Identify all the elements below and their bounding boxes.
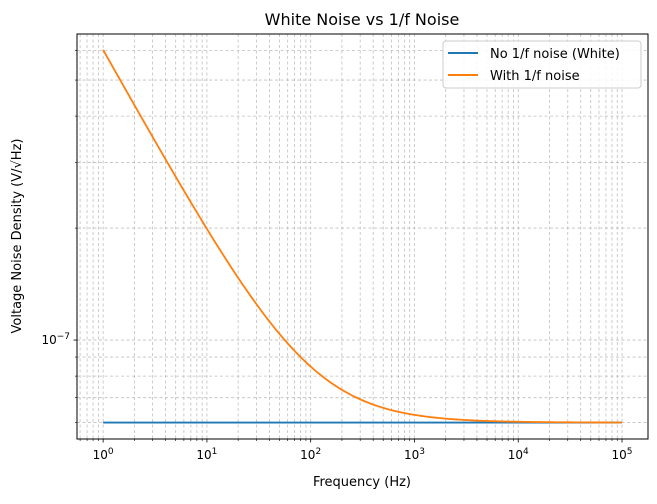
x-tick-label: 101: [196, 447, 217, 462]
legend-label-white: No 1/f noise (White): [490, 47, 620, 62]
chart-title: White Noise vs 1/f Noise: [265, 10, 460, 29]
series-layer: [102, 49, 623, 424]
legend: No 1/f noise (White) With 1/f noise: [442, 40, 642, 89]
x-tick-label: 100: [93, 447, 114, 462]
legend-label-flicker: With 1/f noise: [490, 69, 580, 84]
x-tick-label: 102: [300, 447, 321, 462]
legend-box: [442, 40, 642, 89]
ticks: 100 101 102 103 104 105 10−7: [41, 50, 633, 462]
x-tick-label: 103: [404, 447, 425, 462]
x-tick-label: 105: [612, 447, 633, 462]
y-tick-label: 10−7: [41, 332, 70, 347]
x-tick-label: 104: [508, 447, 529, 462]
series-line-1: [102, 49, 623, 424]
grid: [77, 34, 648, 439]
x-axis-label: Frequency (Hz): [313, 475, 411, 490]
axes-frame: [76, 33, 649, 440]
y-axis-label: Voltage Noise Density (V/√Hz): [10, 139, 25, 334]
